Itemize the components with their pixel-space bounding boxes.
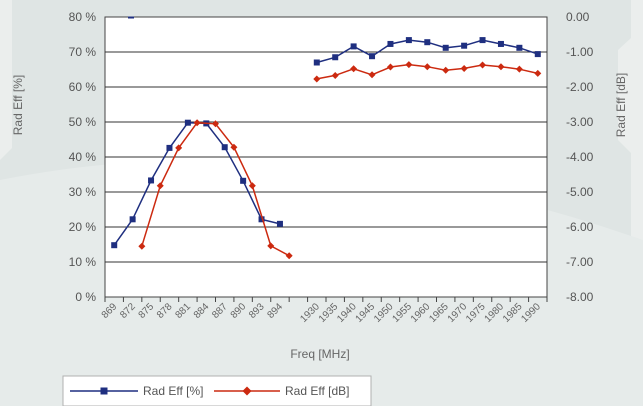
- data-point: [212, 120, 219, 128]
- y2-tick-label: -5.00: [566, 185, 594, 199]
- data-point: [230, 143, 238, 151]
- data-point: [516, 44, 523, 51]
- data-point: [193, 119, 201, 127]
- y-tick-label: 60 %: [69, 80, 97, 94]
- data-point: [460, 64, 468, 72]
- y-tick-label: 50 %: [69, 115, 97, 129]
- y-tick-label: 30 %: [69, 185, 97, 199]
- data-point: [332, 54, 339, 61]
- data-point: [442, 44, 449, 51]
- data-point: [258, 216, 265, 223]
- data-point: [497, 40, 504, 47]
- data-point: [129, 216, 136, 223]
- data-point: [405, 37, 412, 44]
- data-point: [184, 119, 191, 126]
- gridlines: [105, 51, 547, 263]
- data-point: [331, 71, 339, 79]
- data-point: [111, 242, 118, 249]
- x-axis-title: Freq [MHz]: [290, 347, 349, 361]
- data-point: [240, 177, 247, 184]
- data-point: [221, 144, 228, 151]
- y-tick-label: 70 %: [69, 45, 97, 59]
- data-point: [248, 182, 256, 190]
- data-point: [148, 177, 155, 184]
- y-tick-label: 0 %: [75, 290, 96, 304]
- data-point: [313, 75, 321, 83]
- data-point: [515, 65, 523, 73]
- y2-tick-label: -8.00: [566, 290, 594, 304]
- series-layer: [111, 16, 542, 260]
- y-tick-label: 20 %: [69, 220, 97, 234]
- data-point: [156, 182, 164, 190]
- data-point: [350, 43, 357, 50]
- y2-tick-label: -7.00: [566, 255, 594, 269]
- data-point: [368, 71, 376, 79]
- data-point: [369, 53, 376, 60]
- legend-label-pct: Rad Eff [%]: [143, 384, 203, 398]
- data-point: [276, 220, 283, 227]
- data-point: [387, 40, 394, 47]
- data-point: [313, 59, 320, 66]
- y-axis-title: Rad Eff [%]: [11, 75, 25, 135]
- y2-tick-label: -1.00: [566, 45, 594, 59]
- data-point: [479, 61, 487, 69]
- data-point: [461, 42, 468, 49]
- legend-marker-db: [242, 386, 252, 396]
- y-tick-label: 80 %: [69, 10, 97, 24]
- data-point: [497, 63, 505, 71]
- data-point: [350, 65, 358, 73]
- data-point: [442, 66, 450, 74]
- data-point: [534, 69, 542, 77]
- data-point: [405, 61, 413, 69]
- data-point: [386, 63, 394, 71]
- y2-tick-label: -3.00: [566, 115, 594, 129]
- legend: Rad Eff [%] Rad Eff [dB]: [62, 375, 372, 406]
- data-point: [479, 37, 486, 44]
- y2-tick-label: 0.00: [566, 10, 590, 24]
- data-point: [138, 242, 146, 250]
- data-point: [175, 144, 183, 152]
- data-point: [267, 242, 275, 250]
- y2-tick-label: -6.00: [566, 220, 594, 234]
- data-point: [424, 39, 431, 46]
- legend-label-db: Rad Eff [dB]: [285, 384, 349, 398]
- y-tick-label: 10 %: [69, 255, 97, 269]
- y2-tick-label: -4.00: [566, 150, 594, 164]
- data-point: [534, 51, 541, 58]
- legend-marker-pct: [100, 387, 108, 395]
- y2-tick-label: -2.00: [566, 80, 594, 94]
- data-point: [423, 63, 431, 71]
- data-point: [285, 252, 293, 260]
- y-tick-label: 40 %: [69, 150, 97, 164]
- data-point: [166, 144, 173, 151]
- y2-axis-title: Rad Eff [dB]: [614, 73, 628, 137]
